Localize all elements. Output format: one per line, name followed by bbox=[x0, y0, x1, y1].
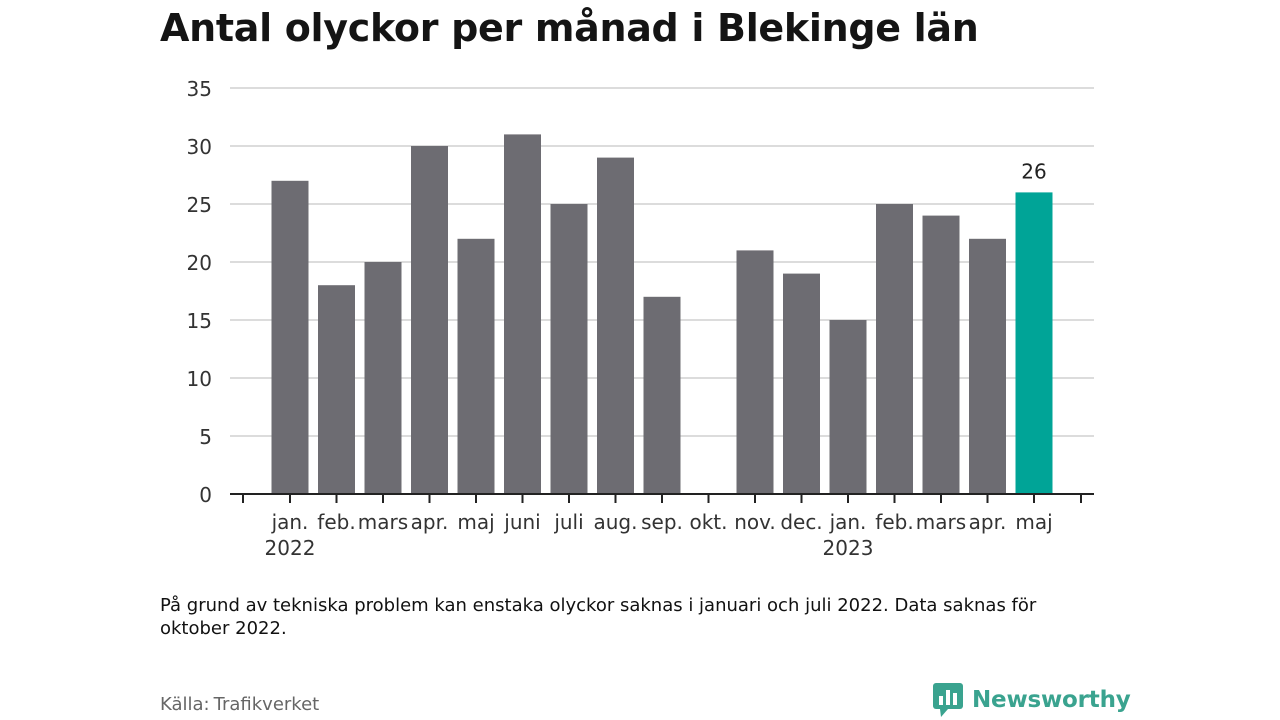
x-year-label: 2022 bbox=[265, 536, 316, 560]
x-tick-label: apr. bbox=[969, 510, 1007, 534]
bar bbox=[364, 262, 402, 494]
highlight-bar bbox=[1015, 192, 1053, 494]
bar bbox=[504, 134, 541, 494]
brand-name: Newsworthy bbox=[972, 687, 1131, 713]
x-tick-label: feb. bbox=[875, 510, 913, 534]
bar bbox=[550, 204, 588, 494]
chart-footnote: På grund av tekniska problem kan enstaka… bbox=[160, 595, 1037, 639]
x-tick-label: mars bbox=[358, 510, 408, 534]
x-year-label: 2023 bbox=[823, 536, 874, 560]
bar bbox=[969, 238, 1006, 494]
y-tick-label: 25 bbox=[187, 193, 212, 217]
bar bbox=[829, 320, 867, 494]
bar bbox=[318, 285, 355, 494]
x-tick-label: dec. bbox=[780, 510, 822, 534]
bar bbox=[271, 180, 309, 495]
x-tick-label: maj bbox=[457, 510, 494, 534]
x-tick-label: feb. bbox=[317, 510, 355, 534]
x-tick-label: apr. bbox=[411, 510, 449, 534]
source-label: Källa: bbox=[160, 694, 210, 715]
bar bbox=[597, 157, 634, 494]
bar bbox=[411, 146, 448, 494]
x-tick-label: maj bbox=[1015, 510, 1052, 534]
x-tick-label: juli bbox=[553, 510, 583, 534]
bar bbox=[876, 204, 913, 494]
source-line: Källa: Trafikverket bbox=[160, 694, 319, 715]
newsworthy-brand: Newsworthy bbox=[932, 682, 1131, 718]
y-tick-label: 30 bbox=[187, 135, 212, 159]
source-value: Trafikverket bbox=[213, 694, 320, 715]
bar-value-label: 26 bbox=[1021, 159, 1046, 183]
chart-title: Antal olyckor per månad i Blekinge län bbox=[160, 6, 979, 50]
x-tick-label: mars bbox=[916, 510, 966, 534]
bar bbox=[922, 215, 960, 494]
y-tick-label: 20 bbox=[187, 251, 212, 275]
x-tick-label: okt. bbox=[689, 510, 727, 534]
x-tick-label: juni bbox=[503, 510, 540, 534]
x-tick-label: jan. bbox=[271, 510, 309, 534]
bar bbox=[736, 250, 774, 494]
bar bbox=[783, 273, 820, 494]
y-tick-label: 5 bbox=[199, 425, 212, 449]
x-tick-label: sep. bbox=[641, 510, 683, 534]
x-tick-label: nov. bbox=[734, 510, 776, 534]
y-tick-label: 15 bbox=[187, 309, 212, 333]
y-tick-label: 10 bbox=[187, 367, 212, 391]
x-tick-label: jan. bbox=[829, 510, 867, 534]
y-tick-label: 0 bbox=[199, 483, 212, 507]
y-tick-label: 35 bbox=[187, 77, 212, 101]
bar bbox=[643, 296, 681, 494]
bar bbox=[457, 238, 495, 494]
newsworthy-logo-icon bbox=[933, 683, 963, 717]
x-tick-label: aug. bbox=[594, 510, 638, 534]
